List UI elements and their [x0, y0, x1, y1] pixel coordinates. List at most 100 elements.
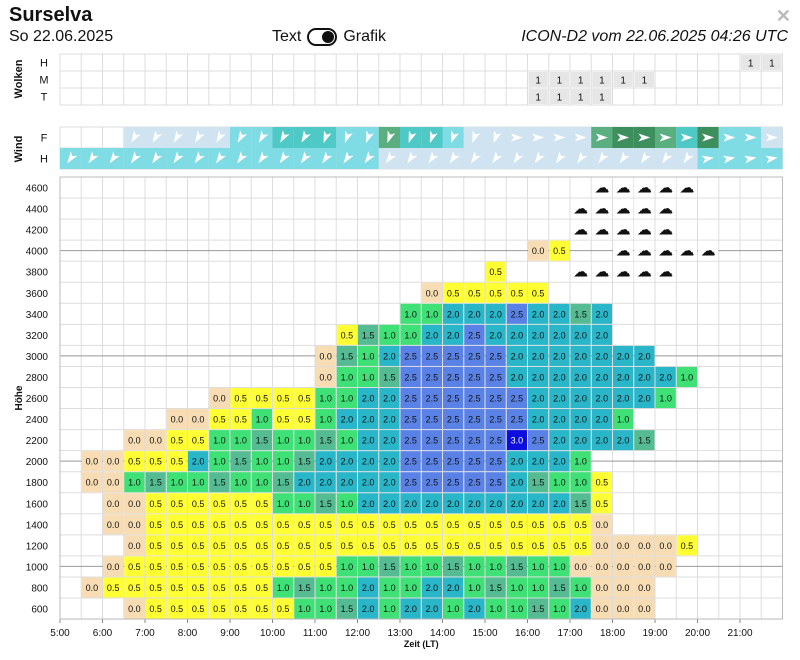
heat-cell: [528, 282, 549, 303]
heat-cell-value: 2.0: [362, 499, 375, 509]
heat-cell: [485, 598, 506, 619]
heat-cell-value: 2.0: [532, 415, 545, 425]
heat-cell-value: 2.0: [319, 478, 332, 488]
heat-cell: [549, 240, 570, 261]
heat-cell-value: 1.5: [383, 562, 396, 572]
heat-cell: [464, 282, 485, 303]
heat-cell-value: 1.0: [617, 415, 630, 425]
heat-cell: [358, 388, 379, 409]
heat-cell: [506, 451, 527, 472]
heat-cell: [188, 598, 209, 619]
wind-arrow-icon: [279, 151, 290, 164]
heat-cell-value: 2.0: [511, 478, 524, 488]
heat-cell: [124, 535, 145, 556]
cloud-cover-value: 1: [769, 59, 775, 70]
heat-cell: [464, 598, 485, 619]
close-icon[interactable]: ✕: [775, 6, 791, 26]
heat-cell: [188, 472, 209, 493]
heat-cell: [294, 409, 315, 430]
heat-cell: [358, 430, 379, 451]
display-mode-switch[interactable]: Text Grafik: [272, 28, 386, 46]
wind-arrow-icon: [617, 133, 630, 142]
wind-arrow-icon: [598, 151, 609, 164]
cumulus-cloud-icon: ☁: [616, 222, 631, 239]
heat-cell: [485, 282, 506, 303]
heat-cell: [230, 493, 251, 514]
heat-cell-value: 2.0: [532, 499, 545, 509]
heat-cell-value: 0.5: [596, 478, 609, 488]
heat-cell: [570, 514, 591, 535]
heat-cell: [443, 282, 464, 303]
heat-cell-value: 2.0: [383, 351, 396, 361]
heat-cell: [591, 409, 612, 430]
title: Surselva: [9, 4, 93, 26]
heat-cell-value: 2.0: [489, 499, 502, 509]
cloud-cover-cell: [549, 89, 569, 104]
heat-cell: [209, 556, 230, 577]
heat-cell: [528, 514, 549, 535]
heat-cell: [294, 472, 315, 493]
heat-cell: [443, 388, 464, 409]
heat-cell-value: 0.5: [426, 520, 439, 530]
heat-cell: [251, 430, 272, 451]
heat-cell: [230, 577, 251, 598]
heat-cell: [591, 472, 612, 493]
heat-cell-value: 2.0: [447, 499, 460, 509]
heat-cell-value: 2.0: [362, 583, 375, 593]
cloud-level-label-H: H: [40, 58, 48, 70]
heat-cell-value: 2.5: [426, 478, 439, 488]
cloud-cell-bg: [676, 177, 697, 198]
cumulus-cloud-icon: ☁: [658, 243, 673, 260]
heat-cell-value: 1.0: [256, 457, 269, 467]
heat-cell-value: 0.5: [192, 499, 205, 509]
heat-cell-value: 2.0: [511, 457, 524, 467]
heat-cell: [676, 535, 697, 556]
heat-cell: [124, 430, 145, 451]
heat-cell-value: 0.5: [298, 394, 311, 404]
heat-cell: [528, 324, 549, 345]
mode-grafik-label: Grafik: [343, 28, 387, 45]
cumulus-cloud-icon: ☁: [658, 201, 673, 218]
heat-cell-value: 2.0: [596, 415, 609, 425]
wind-arrow-icon: [173, 130, 184, 143]
heat-cell: [421, 556, 442, 577]
heat-cell-value: 1.5: [298, 457, 311, 467]
heat-cell-value: 0.0: [128, 604, 141, 614]
heat-cell-value: 0.0: [659, 541, 672, 551]
heat-cell: [570, 345, 591, 366]
heat-cell-value: 2.5: [468, 394, 481, 404]
heat-cell-value: 2.0: [383, 394, 396, 404]
heat-cell-value: 2.5: [447, 436, 460, 446]
heat-cell: [613, 388, 634, 409]
heat-cell-value: 0.5: [383, 541, 396, 551]
heat-cell-value: 1.0: [234, 478, 247, 488]
heat-cell: [251, 388, 272, 409]
wind-arrow-icon: [152, 130, 163, 143]
heat-cell-value: 2.0: [574, 394, 587, 404]
heat-cell: [358, 556, 379, 577]
heat-cell: [528, 451, 549, 472]
heat-cell-value: 0.0: [574, 562, 587, 572]
heat-cell: [273, 535, 294, 556]
heat-cell: [103, 577, 124, 598]
heat-cell: [613, 598, 634, 619]
y-tick-label: 2800: [26, 373, 49, 384]
heat-cell: [166, 577, 187, 598]
heat-cell: [485, 261, 506, 282]
heat-cell-value: 1.0: [256, 415, 269, 425]
x-tick-label: 19:00: [642, 628, 667, 639]
heat-cell: [400, 598, 421, 619]
heat-cell-value: 1.5: [511, 562, 524, 572]
wind-level-label-H: H: [40, 154, 48, 166]
heat-cell-value: 0.0: [617, 604, 630, 614]
heat-cell: [506, 556, 527, 577]
heat-cell: [443, 493, 464, 514]
heat-cell: [294, 577, 315, 598]
mode-toggle[interactable]: [307, 28, 338, 46]
wind-arrow-icon: [493, 130, 502, 144]
heat-cell-value: 0.5: [234, 415, 247, 425]
heat-cell: [591, 535, 612, 556]
heat-cell: [188, 430, 209, 451]
heat-cell: [634, 556, 655, 577]
heat-cell: [166, 556, 187, 577]
